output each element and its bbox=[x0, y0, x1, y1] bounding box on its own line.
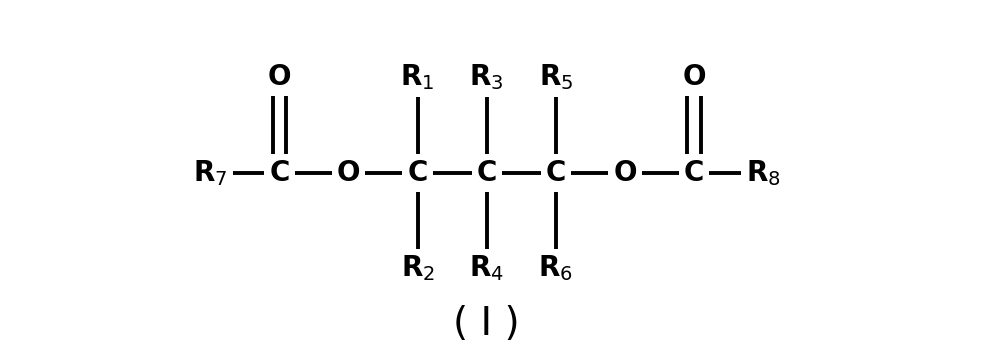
Text: C: C bbox=[407, 159, 428, 187]
Text: R$_4$: R$_4$ bbox=[469, 254, 504, 284]
Text: ( I ): ( I ) bbox=[453, 305, 520, 343]
Text: R$_6$: R$_6$ bbox=[538, 254, 573, 284]
Text: O: O bbox=[337, 159, 360, 187]
Text: C: C bbox=[269, 159, 290, 187]
Text: R$_5$: R$_5$ bbox=[539, 62, 573, 92]
Text: C: C bbox=[684, 159, 704, 187]
Text: R$_2$: R$_2$ bbox=[401, 254, 435, 284]
Text: O: O bbox=[613, 159, 637, 187]
Text: O: O bbox=[682, 63, 706, 91]
Text: R$_3$: R$_3$ bbox=[469, 62, 504, 92]
Text: R$_1$: R$_1$ bbox=[400, 62, 435, 92]
Text: O: O bbox=[268, 63, 291, 91]
Text: R$_8$: R$_8$ bbox=[746, 158, 780, 188]
Text: R$_7$: R$_7$ bbox=[193, 158, 228, 188]
Text: C: C bbox=[546, 159, 566, 187]
Text: C: C bbox=[477, 159, 497, 187]
